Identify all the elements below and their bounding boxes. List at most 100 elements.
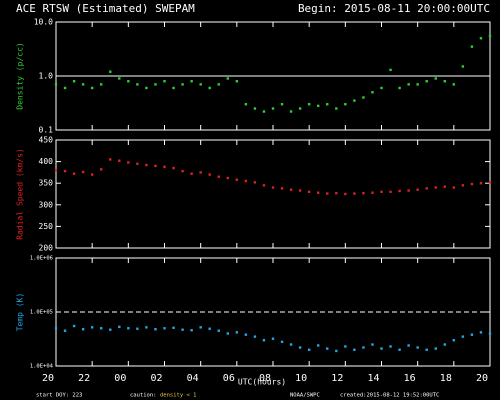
data-point: [145, 86, 148, 90]
data-point: [289, 343, 293, 346]
data-point: [100, 168, 103, 171]
data-point: [380, 86, 383, 90]
data-point: [262, 110, 266, 113]
data-point: [217, 83, 220, 86]
data-point: [172, 166, 175, 170]
data-point: [271, 337, 275, 340]
data-point: [398, 86, 401, 90]
data-point: [307, 103, 311, 106]
x-tick-label: 20: [476, 373, 488, 384]
data-point: [63, 86, 67, 90]
data-point: [72, 172, 76, 175]
data-point: [434, 77, 437, 80]
data-point: [335, 349, 338, 353]
data-point: [226, 77, 229, 80]
data-point: [172, 86, 175, 90]
data-point: [90, 326, 94, 329]
data-point: [452, 186, 456, 189]
data-point: [262, 184, 266, 187]
x-tick-label: 06: [223, 373, 235, 384]
data-point: [208, 86, 211, 90]
data-point: [100, 327, 103, 330]
data-point: [154, 164, 157, 168]
data-point: [380, 190, 383, 194]
data-point: [416, 188, 419, 191]
y-tick-label: 250: [39, 222, 54, 231]
data-point: [262, 339, 266, 342]
data-point: [434, 186, 437, 189]
data-point: [488, 34, 492, 38]
y-tick-label: 1.0E+05: [30, 310, 53, 316]
data-point: [127, 80, 130, 83]
data-point: [81, 170, 85, 174]
data-point: [298, 107, 302, 110]
data-point: [317, 191, 320, 194]
data-point: [127, 161, 130, 164]
data-point: [371, 91, 374, 94]
data-point: [253, 181, 257, 184]
data-point: [353, 99, 356, 102]
y-tick-label: 200: [39, 244, 54, 253]
footer-created: created:2015-08-12 19:52:00UTC: [340, 393, 439, 399]
data-point: [344, 345, 347, 348]
y-tick-label: 400: [39, 157, 54, 166]
y-tick-label: 1.0E+06: [30, 256, 53, 262]
data-point: [163, 165, 166, 168]
data-point: [362, 96, 365, 99]
y-tick-label: 350: [39, 179, 54, 188]
data-point: [63, 329, 67, 332]
data-point: [235, 178, 239, 181]
x-tick-label: 22: [78, 373, 90, 384]
y-tick-label: 10.0: [34, 18, 53, 27]
y-tick-label: 1.0E+04: [30, 364, 54, 370]
data-point: [271, 186, 275, 189]
data-point: [398, 189, 401, 193]
data-point: [461, 335, 465, 338]
data-point: [307, 348, 311, 351]
data-point: [145, 163, 148, 167]
data-point: [199, 83, 202, 86]
data-point: [54, 169, 58, 172]
data-point: [253, 107, 257, 110]
data-point: [307, 190, 311, 194]
data-point: [298, 346, 302, 349]
data-point: [154, 83, 157, 86]
data-point: [353, 192, 356, 195]
data-point: [244, 333, 248, 336]
data-point: [335, 191, 338, 195]
data-point: [425, 80, 428, 83]
data-point: [271, 107, 275, 110]
data-point: [172, 326, 175, 329]
y-axis-label: Temp (K): [16, 293, 25, 332]
data-point: [109, 158, 112, 161]
data-point: [389, 345, 392, 348]
data-point: [344, 192, 347, 196]
data-point: [326, 192, 329, 195]
x-axis-label: UTC(hours): [238, 378, 286, 387]
data-point: [90, 173, 94, 176]
data-point: [81, 328, 85, 331]
data-point: [353, 348, 356, 351]
data-point: [217, 329, 220, 332]
y-tick-label: 450: [39, 136, 54, 145]
data-point: [389, 68, 392, 72]
data-point: [470, 45, 474, 48]
data-point: [154, 328, 157, 331]
data-point: [127, 327, 130, 330]
data-point: [298, 189, 302, 192]
y-tick-label: 300: [39, 200, 54, 209]
footer-density: density < 1: [160, 393, 196, 399]
data-point: [199, 171, 202, 174]
data-point: [253, 335, 257, 338]
data-point: [208, 327, 211, 330]
data-point: [244, 179, 248, 183]
data-point: [461, 184, 465, 187]
data-point: [136, 162, 139, 165]
x-tick-label: 14: [367, 373, 379, 384]
data-point: [326, 103, 329, 106]
data-point: [72, 324, 76, 328]
data-point: [452, 339, 456, 342]
begin-time: Begin: 2015-08-11 20:00:00UTC: [298, 2, 490, 15]
data-point: [371, 343, 374, 346]
